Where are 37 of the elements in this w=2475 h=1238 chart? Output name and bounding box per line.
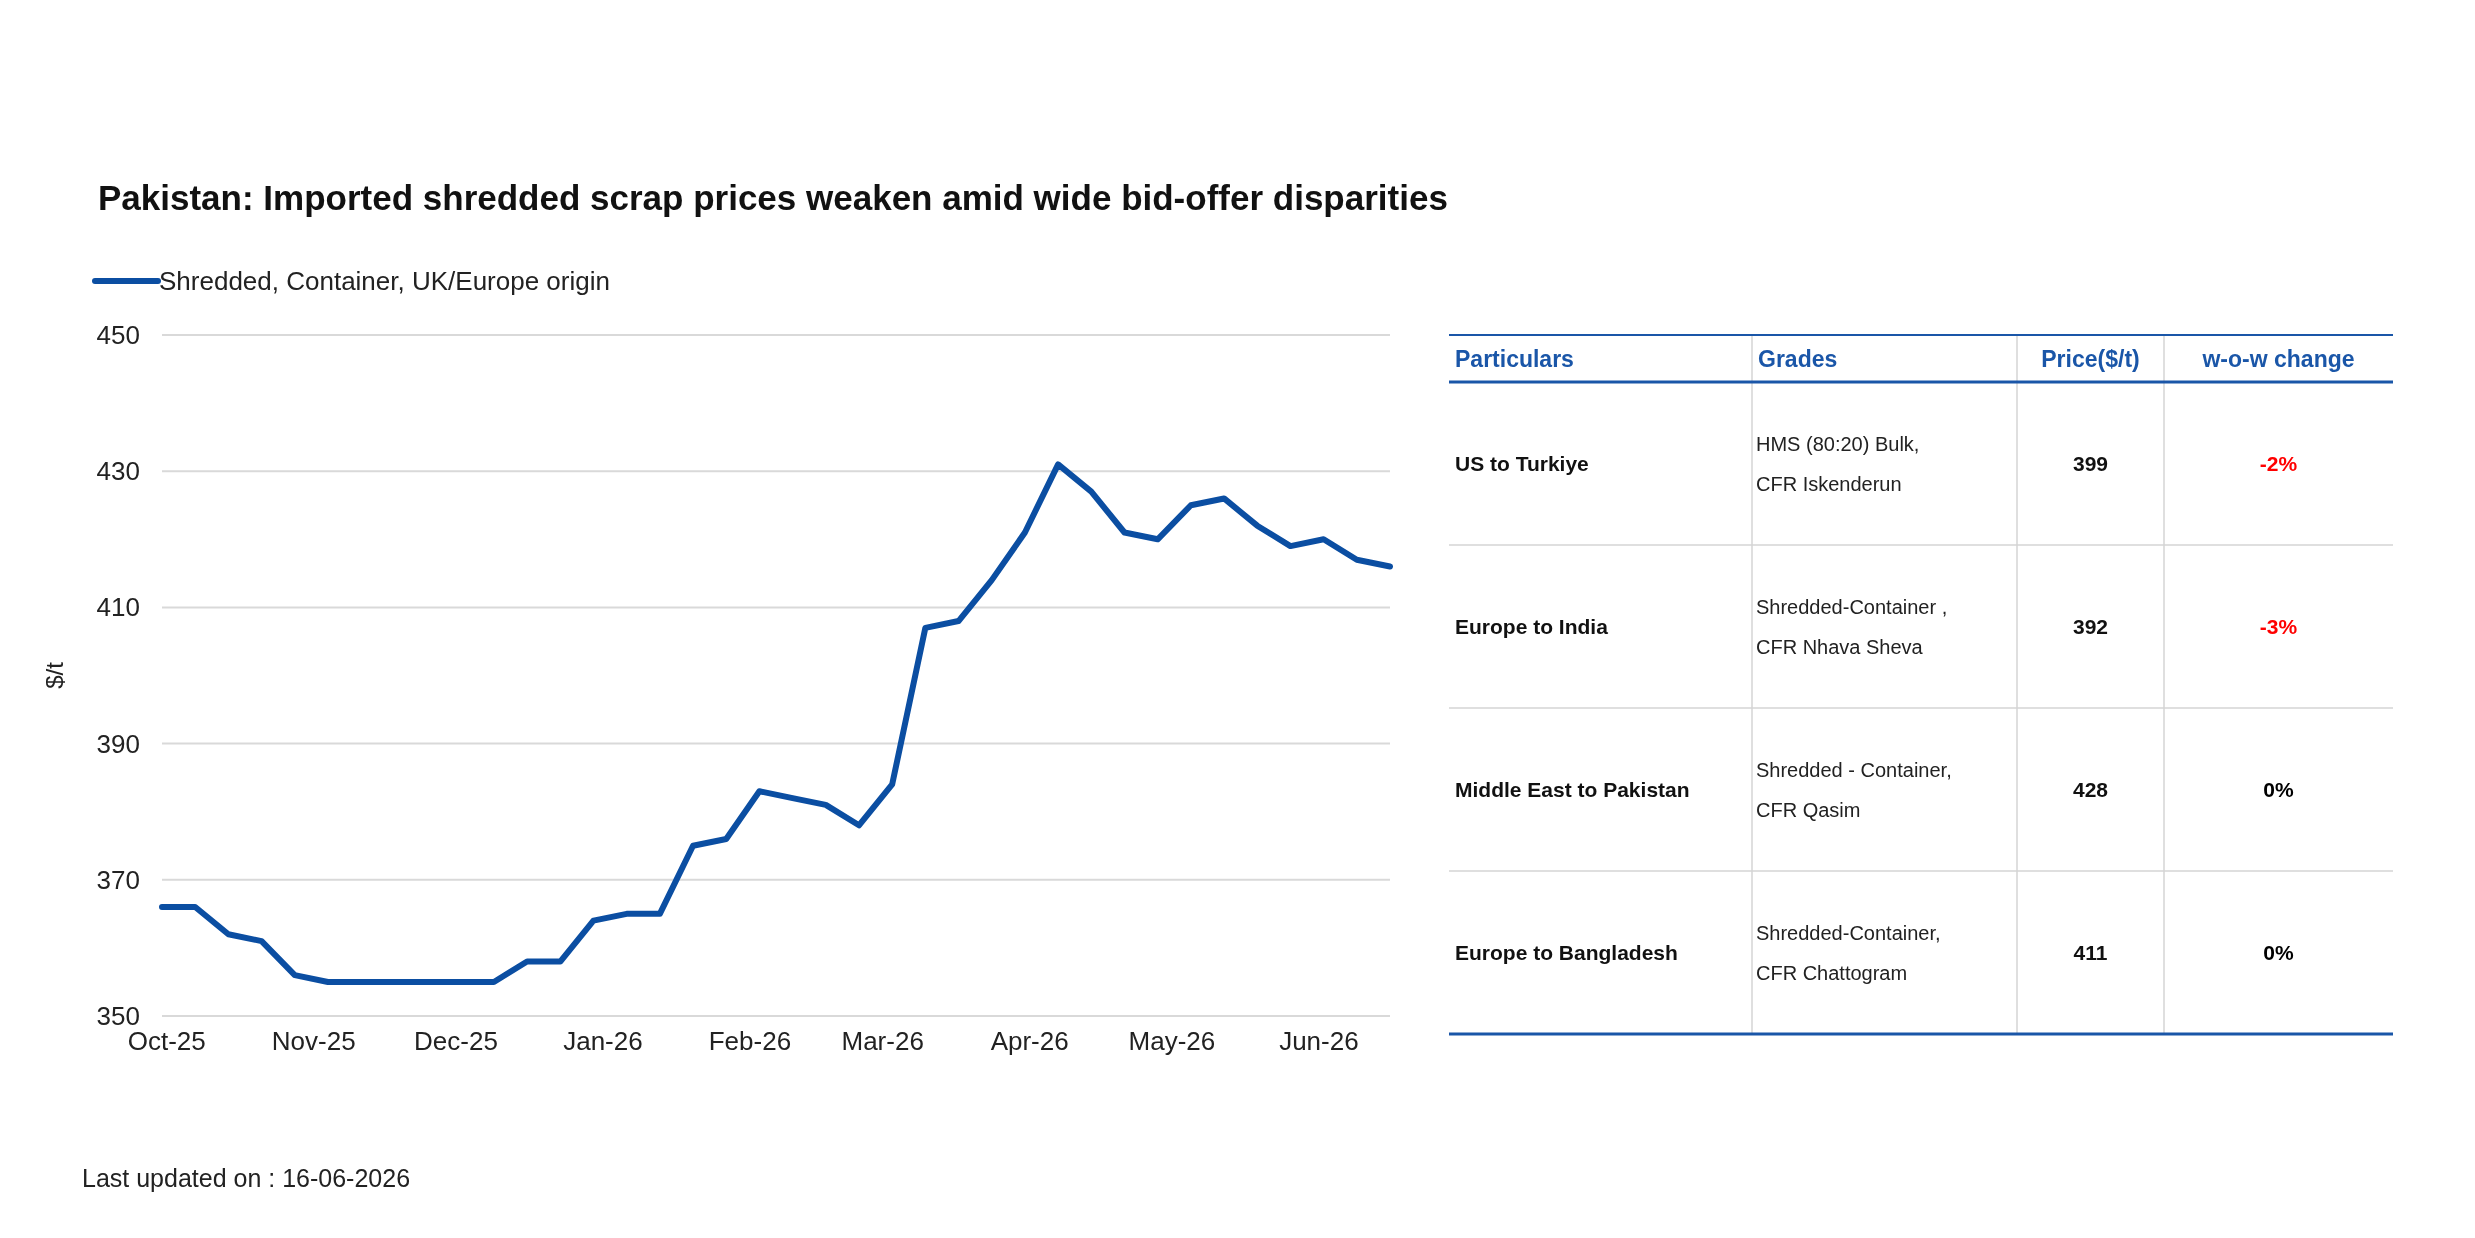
data-label: 0% — [2263, 941, 2294, 964]
category-label: Shredded-Container , CFR Nhava Sheva — [1756, 595, 1948, 658]
data-label: 411 — [2073, 941, 2108, 964]
text: Grades — [1758, 345, 1838, 372]
x-tick-label: Jun-26 — [1279, 1026, 1359, 1056]
x-tick-label: Feb-26 — [708, 1026, 792, 1056]
x-tick-label: May-26 — [1128, 1026, 1216, 1056]
x-tick-label: Apr-26 — [990, 1026, 1069, 1056]
data-label: 392 — [2072, 615, 2109, 638]
data-label: -3% — [2259, 615, 2298, 638]
y-tick-label: 390 — [96, 728, 140, 759]
text: Particulars — [1455, 345, 1574, 372]
y-tick-label: 370 — [96, 864, 140, 895]
legend-label: Shredded, Container, UK/Europe origin — [159, 266, 610, 296]
x-tick-label: Jan-26 — [563, 1026, 643, 1056]
y-tick-label: 410 — [96, 592, 140, 623]
category-label: Middle East to Pakistan — [1455, 778, 1690, 801]
x-tick-label: Dec-25 — [414, 1026, 498, 1056]
chart-title: Pakistan: Imported shredded scrap prices weaken amid wide bid-offer disparities — [98, 178, 1448, 217]
text: Price($/t) — [2041, 345, 2140, 372]
data-label: -2% — [2259, 452, 2298, 475]
y-tick-label: 430 — [96, 456, 140, 487]
category-label: Shredded - Container, CFR Qasim — [1756, 758, 1952, 821]
y-tick-label: 450 — [96, 320, 140, 350]
category-label: Europe to India — [1455, 615, 1609, 638]
text: w-o-w change — [2201, 345, 2355, 372]
x-tick-label: Mar-26 — [841, 1026, 924, 1056]
category-label: US to Turkiye — [1455, 452, 1589, 475]
category-label: HMS (80:20) Bulk, CFR Iskenderun — [1756, 432, 1920, 495]
x-tick-label: Nov-25 — [271, 1026, 356, 1056]
category-label: Shredded-Container, CFR Chattogram — [1756, 921, 1941, 984]
data-label: 399 — [2072, 452, 2109, 475]
data-label: 0% — [2263, 778, 2294, 801]
category-label: Europe to Bangladesh — [1455, 941, 1678, 964]
text: Last updated on : 16-06-2026 — [82, 1164, 411, 1192]
data-label: 428 — [2072, 778, 2109, 801]
y-axis-title: $/t — [40, 661, 68, 689]
